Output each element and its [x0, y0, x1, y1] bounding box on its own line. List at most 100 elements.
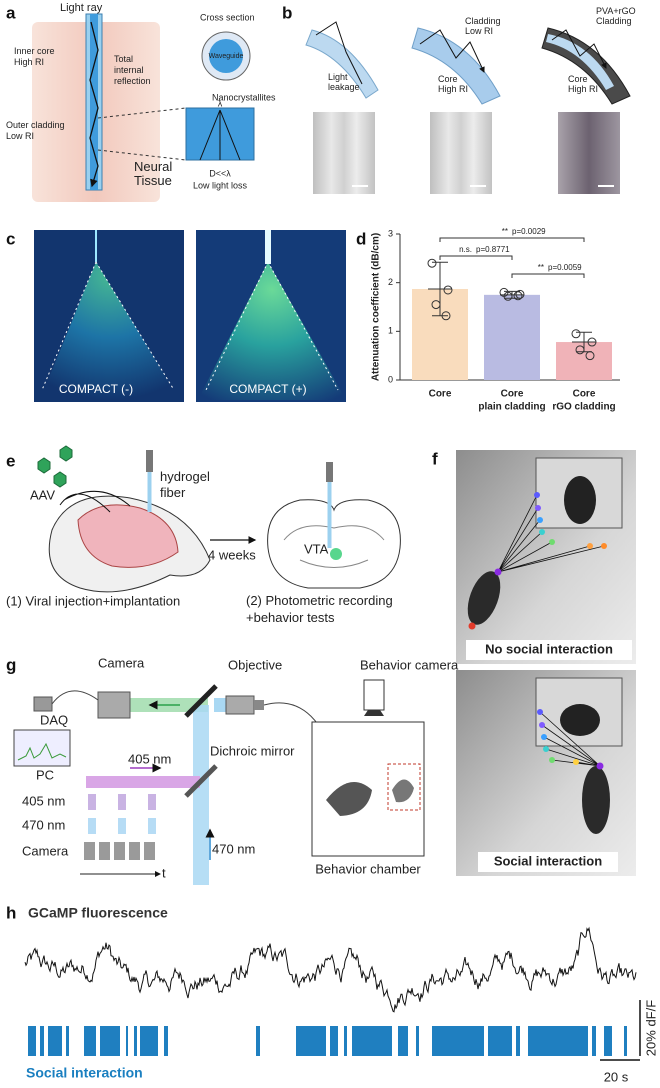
pose-points	[494, 568, 502, 576]
enclosure	[387, 763, 421, 811]
fiber	[327, 482, 332, 548]
violet-beam	[86, 776, 200, 788]
timing-diagram	[84, 794, 156, 860]
pose-lines	[497, 494, 605, 573]
p-value: p=0.0059	[548, 263, 582, 272]
pulse-470	[118, 818, 126, 834]
significance-stars: n.s.	[459, 245, 472, 254]
pose-points	[549, 757, 555, 763]
pose-points	[601, 543, 607, 549]
label: 470 nm	[22, 817, 65, 832]
label: Outer cladding Low RI	[6, 120, 65, 141]
label: Total internal reflection	[114, 54, 151, 86]
panel-label: f	[432, 449, 438, 468]
mouse	[582, 766, 610, 834]
panel-label: c	[6, 229, 15, 248]
pose-lines	[539, 711, 601, 767]
label: 4 weeks	[208, 547, 256, 562]
label: (2) Photometric recording	[246, 593, 393, 608]
light-cone	[40, 262, 180, 400]
label: 405 nm	[22, 793, 65, 808]
social-bout	[28, 1026, 36, 1056]
pulse-camera	[84, 842, 95, 860]
social-bout	[126, 1026, 128, 1056]
injection-lines	[59, 490, 131, 513]
pulse-405	[118, 794, 126, 810]
fiber-ferrule	[146, 450, 153, 472]
x-tick-label: plain cladding	[478, 402, 545, 413]
pulse-camera	[114, 842, 125, 860]
legend: Social interaction	[26, 1065, 143, 1081]
scale-label: 20 s	[604, 1069, 629, 1084]
pulse-405	[88, 794, 96, 810]
pose-points	[543, 746, 549, 752]
x-tick-label: rGO cladding	[552, 402, 615, 413]
pose-points	[468, 492, 607, 630]
panel-g: g Camera Objective Behavior camera DAQ P…	[6, 655, 459, 885]
pc-signal	[17, 742, 67, 761]
ray	[551, 29, 607, 69]
error-bar	[572, 331, 596, 353]
label: Core	[438, 74, 458, 84]
panel-e: e AAV hydrogel fiber 4 weeks VTA (1) Vira…	[6, 445, 401, 625]
pose-points	[537, 517, 543, 523]
label: PVA+rGO	[596, 6, 636, 16]
fiber-plain	[411, 27, 501, 105]
blue-beam	[193, 705, 209, 885]
label: Neural	[134, 159, 172, 174]
label: VTA	[304, 541, 329, 556]
pose-lines	[497, 494, 605, 573]
label: Core	[568, 74, 588, 84]
label: Outer cladding	[6, 120, 65, 130]
data-point	[587, 337, 597, 347]
scale-label: 20% dF/F	[643, 1000, 658, 1056]
social-bout	[344, 1026, 347, 1056]
cross-section-core	[209, 39, 243, 73]
x-tick-label: Core	[429, 389, 452, 400]
pose-points	[587, 543, 593, 549]
pose-points	[541, 734, 547, 740]
label: High RI	[438, 84, 468, 94]
photo	[558, 112, 620, 194]
panel-label: b	[282, 3, 292, 22]
label: Neural Tissue	[134, 159, 172, 188]
zoom-lines	[97, 107, 187, 161]
pose-lines	[539, 711, 601, 767]
pulse-camera	[129, 842, 140, 860]
data-point	[427, 258, 437, 268]
data-point	[503, 291, 513, 301]
label: 405 nm	[128, 751, 171, 766]
label: High RI	[14, 57, 44, 67]
significance-bracket	[439, 237, 585, 242]
label: fiber	[160, 485, 186, 500]
label: Dichroic mirror	[210, 743, 295, 758]
label: Core High RI	[568, 74, 598, 94]
label: Total	[114, 54, 133, 64]
fiber-rgo-core	[546, 34, 614, 90]
x-tick-label: Core	[573, 389, 596, 400]
behavior-camera-lens	[364, 710, 384, 716]
label: Nanocrystallites	[212, 92, 276, 102]
label: hydrogel	[160, 469, 210, 484]
caption: Social interaction	[494, 853, 602, 868]
label: Behavior camera	[360, 657, 459, 672]
data-point	[431, 300, 441, 310]
y-tick-label: 2	[388, 277, 393, 287]
label: leakage	[328, 82, 360, 92]
social-bout	[66, 1026, 69, 1056]
fluorescence-trace	[24, 926, 637, 1013]
significance-bracket	[511, 273, 585, 278]
light-ray	[89, 21, 99, 188]
social-bout	[296, 1026, 326, 1056]
data-point	[585, 351, 595, 361]
pose-points	[468, 622, 476, 630]
mouse	[392, 779, 414, 803]
label: Low RI	[465, 26, 493, 36]
p-value: p=0.8771	[476, 245, 510, 254]
behavior-camera	[363, 679, 385, 711]
social-bout	[416, 1026, 419, 1056]
fiber	[265, 230, 271, 264]
brain-structure	[283, 525, 385, 568]
social-bout	[488, 1026, 512, 1056]
label: 470 nm	[212, 841, 255, 856]
